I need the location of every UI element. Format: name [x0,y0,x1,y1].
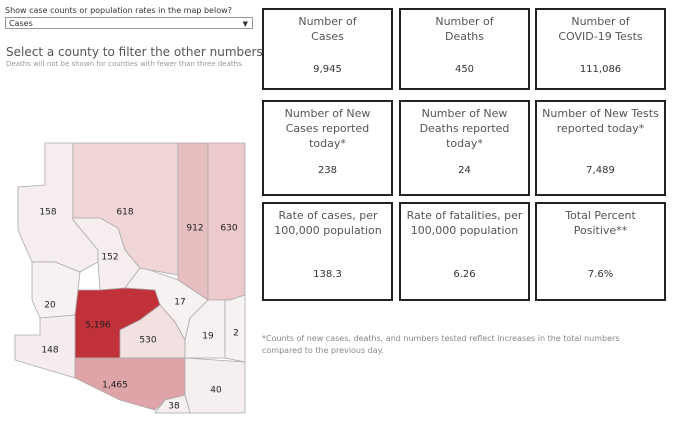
stat-card: Number of New Deaths reported today* 24 [399,100,530,196]
heading: Select a county to filter the other numb… [6,45,267,59]
county-map: 158 618 912 630 152 20 17 5,196 530 148 19 2 1,465 40… [14,142,246,414]
card-value: 24 [458,165,471,176]
card-value: 138.3 [313,269,342,280]
stat-card: Rate of cases, per 100,000 population 138… [262,202,393,301]
county[interactable] [31,261,81,319]
stat-card: Number of Cases 9,945 [262,8,393,90]
card-title: Number of New Cases reported today* [284,107,371,150]
card-title: Number of COVID-19 Tests [558,15,643,43]
card-title: Rate of fatalities, per 100,000 populati… [406,209,523,237]
county[interactable] [207,142,246,301]
county-label: 40 [210,386,222,396]
county-label: 912 [186,224,203,234]
card-title: Rate of cases, per 100,000 population [274,209,382,237]
card-value: 7,489 [586,165,615,176]
stat-card: Number of New Tests reported today* 7,489 [535,100,666,196]
county-label: 19 [202,332,214,342]
county-label: 530 [139,336,156,346]
note: Deaths will not be shown for counties wi… [6,60,244,68]
stat-card: Number of Deaths 450 [399,8,530,90]
card-value: 7.6% [587,269,614,280]
county-label: 1,465 [102,381,128,391]
stat-card: Total Percent Positive** 7.6% [535,202,666,301]
card-value: 9,945 [313,64,342,75]
dropdown-arrow: ▼ [242,20,248,28]
county-label: 630 [220,224,237,234]
card-title: Number of New Tests reported today* [542,107,659,135]
county-label: 5,196 [85,321,111,331]
card-title: Number of New Deaths reported today* [419,107,510,150]
stat-card: Rate of fatalities, per 100,000 populati… [399,202,530,301]
county-label: 158 [39,208,56,218]
card-title: Number of Deaths [435,15,494,43]
card-value: 238 [317,165,338,176]
card-value: 111,086 [579,64,622,75]
county[interactable] [14,314,76,379]
county[interactable] [224,294,246,363]
stat-card: Number of COVID-19 Tests 111,086 [535,8,666,90]
dropdown[interactable]: Cases ▼ [5,17,253,29]
county-label: 2 [233,329,239,339]
county[interactable] [184,357,246,414]
county-label: 17 [174,298,185,308]
control-label: Show case counts or population rates in … [5,6,232,15]
county-label: 38 [168,402,180,412]
stat-card: Number of New Cases reported today* 238 [262,100,393,196]
county-label: 618 [116,208,133,218]
county[interactable] [154,394,191,414]
card-value: 450 [454,64,475,75]
footnote: *Counts of new cases, deaths, and number… [262,334,620,355]
card-value: 6.26 [453,269,476,280]
county[interactable] [177,142,209,301]
county-label: 148 [41,346,58,356]
county-label: 152 [101,253,118,263]
county-label: 20 [44,301,56,311]
card-title: Number of Cases [298,15,357,43]
card-title: Total Percent Positive** [565,209,636,237]
dropdown-value: Cases [9,19,33,28]
